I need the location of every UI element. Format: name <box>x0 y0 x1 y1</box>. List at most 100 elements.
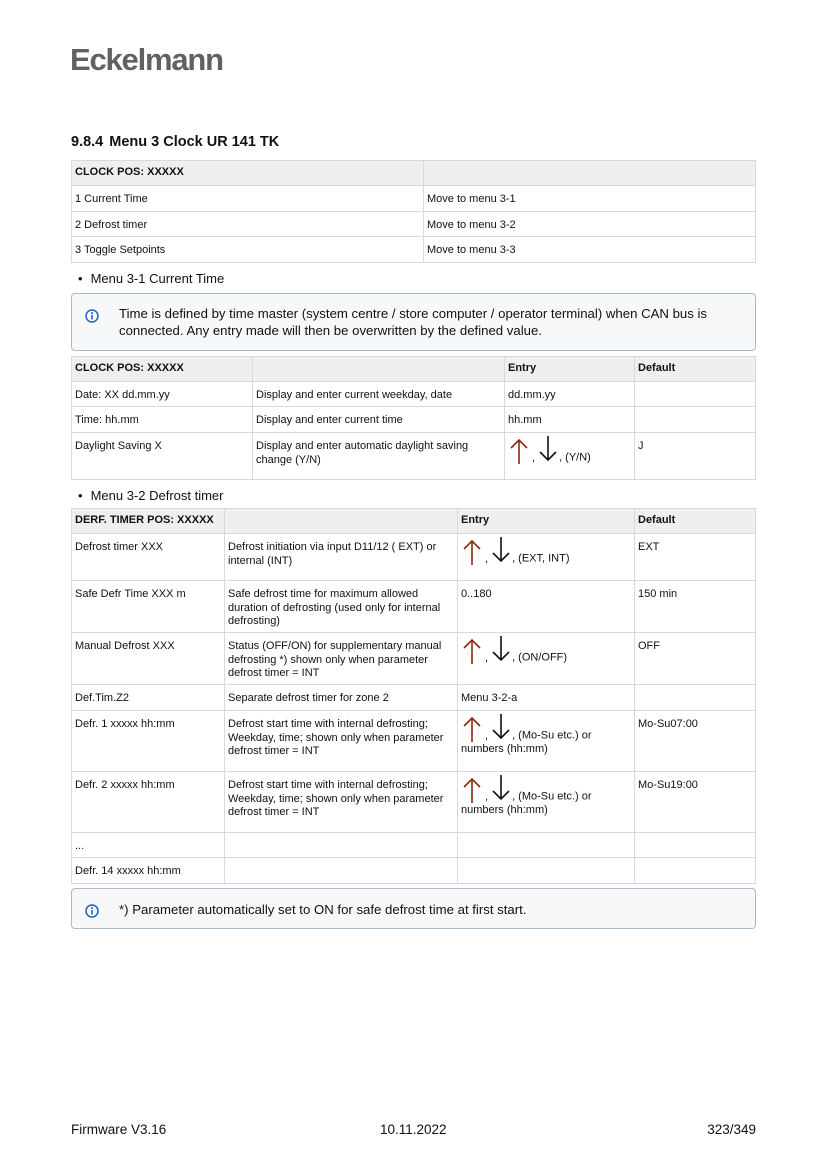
table-cell: Safe Defr Time XXX m <box>71 580 225 633</box>
table-cell <box>224 857 458 884</box>
table-cell: Mo-Su19:00 <box>634 771 756 833</box>
section-number: 9.8.4 <box>71 134 104 150</box>
table-cell <box>252 356 505 382</box>
table-row: 3 Toggle Setpoints Move to menu 3-3 <box>71 236 756 263</box>
table-row: Date: XX dd.mm.yy Display and enter curre… <box>71 381 756 407</box>
table-cell: ... <box>71 832 225 858</box>
table-cell: Move to menu 3-1 <box>423 185 756 212</box>
table-cell: Display and enter current weekday, date <box>252 381 505 407</box>
table-cell: Display and enter current time <box>252 406 505 433</box>
table-header-row: CLOCK POS: XXXXX Entry Default <box>71 356 756 382</box>
arrow-up-icon <box>510 438 528 464</box>
info-text: *) Parameter automatically set to ON for… <box>119 902 527 917</box>
table-cell: Move to menu 3-2 <box>423 211 756 237</box>
separator: , <box>485 729 489 742</box>
table-cell: CLOCK POS: XXXXX <box>71 160 424 186</box>
table-cell: Status (OFF/ON) for supplementary manual… <box>224 632 458 685</box>
table-cell <box>634 857 756 884</box>
entry-text: , (Mo-Su etc.) or <box>512 729 592 742</box>
table-row: Defr. 2 xxxxx hh:mm Defrost start time wi… <box>71 771 756 833</box>
table-cell <box>634 832 756 858</box>
table-cell: Defr. 1 xxxxx hh:mm <box>71 710 225 772</box>
separator: , <box>485 651 489 664</box>
table-cell: , , (Y/N) <box>504 432 635 480</box>
table-cell: Display and enter automatic daylight sav… <box>252 432 505 480</box>
arrow-down-icon <box>492 714 510 740</box>
separator: , <box>485 552 489 565</box>
info-box-time: Time is defined by time master (system c… <box>71 293 756 351</box>
bullet-menu-3-1: • Menu 3-1 Current Time <box>78 271 225 286</box>
entry-text: , (ON/OFF) <box>512 651 568 664</box>
table-cell: , , (Mo-Su etc.) or numbers (hh:mm) <box>457 771 635 833</box>
table-cell <box>634 406 756 433</box>
table-cell: J <box>634 432 756 480</box>
table-cell: Defr. 2 xxxxx hh:mm <box>71 771 225 833</box>
table-cell: 1 Current Time <box>71 185 424 212</box>
table-cell: OFF <box>634 632 756 685</box>
table-row: Defr. 14 xxxxx hh:mm <box>71 857 756 884</box>
table-cell: Def.Tim.Z2 <box>71 684 225 711</box>
table-cell: Date: XX dd.mm.yy <box>71 381 253 407</box>
separator: , <box>532 451 536 464</box>
section-title: Menu 3 Clock UR 141 TK <box>109 134 280 150</box>
table-cell: EXT <box>634 533 756 581</box>
table-cell: , , (ON/OFF) <box>457 632 635 685</box>
arrow-up-icon <box>463 716 481 742</box>
entry-text: , (EXT, INT) <box>512 552 570 565</box>
section-heading: 9.8.4 Menu 3 Clock UR 141 TK <box>71 134 285 150</box>
menu3-table: CLOCK POS: XXXXX 1 Current Time Move to me… <box>71 160 756 263</box>
table-cell: hh.mm <box>504 406 635 433</box>
table-cell: 150 min <box>634 580 756 633</box>
table-cell: dd.mm.yy <box>504 381 635 407</box>
table-cell <box>457 857 635 884</box>
arrow-up-icon <box>463 777 481 803</box>
info-text: Time is defined by time master (system c… <box>119 306 708 338</box>
table-row: Manual Defrost XXX Status (OFF/ON) for su… <box>71 632 756 685</box>
table-cell: CLOCK POS: XXXXX <box>71 356 253 382</box>
entry-text-line2: numbers (hh:mm) <box>461 804 548 816</box>
current-time-table: CLOCK POS: XXXXX Entry Default Date: XX dd.… <box>71 356 756 480</box>
table-row: Time: hh.mm Display and enter current tim… <box>71 406 756 433</box>
table-cell: 3 Toggle Setpoints <box>71 236 424 263</box>
table-cell: Mo-Su07:00 <box>634 710 756 772</box>
table-cell: Defrost start time with internal defrost… <box>224 710 458 772</box>
arrow-down-icon <box>492 775 510 801</box>
table-cell: Defr. 14 xxxxx hh:mm <box>71 857 225 884</box>
table-row: Def.Tim.Z2 Separate defrost timer for zon… <box>71 684 756 711</box>
table-cell: Menu 3-2-a <box>457 684 635 711</box>
bullet-text: Menu 3-1 Current Time <box>90 271 225 286</box>
table-cell: , , (Mo-Su etc.) or numbers (hh:mm) <box>457 710 635 772</box>
table-cell: DERF. TIMER POS: XXXXX <box>71 508 225 534</box>
table-cell <box>457 832 635 858</box>
table-cell <box>634 684 756 711</box>
table-cell <box>634 381 756 407</box>
table-cell <box>224 508 458 534</box>
table-row: Safe Defr Time XXX m Safe defrost time fo… <box>71 580 756 633</box>
info-box-defrost: *) Parameter automatically set to ON for… <box>71 888 756 929</box>
info-icon <box>85 904 99 918</box>
entry-text: , (Mo-Su etc.) or <box>512 790 592 803</box>
table-row: 1 Current Time Move to menu 3-1 <box>71 185 756 212</box>
table-cell: Default <box>634 356 756 382</box>
table-cell: Defrost start time with internal defrost… <box>224 771 458 833</box>
table-cell: , , (EXT, INT) <box>457 533 635 581</box>
table-row: ... <box>71 832 756 858</box>
table-header-row: CLOCK POS: XXXXX <box>71 160 756 186</box>
arrow-up-icon <box>463 539 481 565</box>
bullet-menu-3-2: • Menu 3-2 Defrost timer <box>78 488 224 503</box>
table-cell: Safe defrost time for maximum allowed du… <box>224 580 458 633</box>
table-cell <box>423 160 756 186</box>
arrow-down-icon <box>539 436 557 462</box>
table-cell: 0..180 <box>457 580 635 633</box>
bullet-text: Menu 3-2 Defrost timer <box>90 488 224 503</box>
arrow-up-icon <box>463 638 481 664</box>
table-row: Defrost timer XXX Defrost initiation via … <box>71 533 756 581</box>
table-cell: Defrost timer XXX <box>71 533 225 581</box>
table-cell: Entry <box>504 356 635 382</box>
arrow-down-icon <box>492 537 510 563</box>
table-cell: Defrost initiation via input D11/12 ( EX… <box>224 533 458 581</box>
table-row: Defr. 1 xxxxx hh:mm Defrost start time wi… <box>71 710 756 772</box>
table-cell: Entry <box>457 508 635 534</box>
table-cell: Time: hh.mm <box>71 406 253 433</box>
footer-page-number: 323/349 <box>707 1122 756 1137</box>
